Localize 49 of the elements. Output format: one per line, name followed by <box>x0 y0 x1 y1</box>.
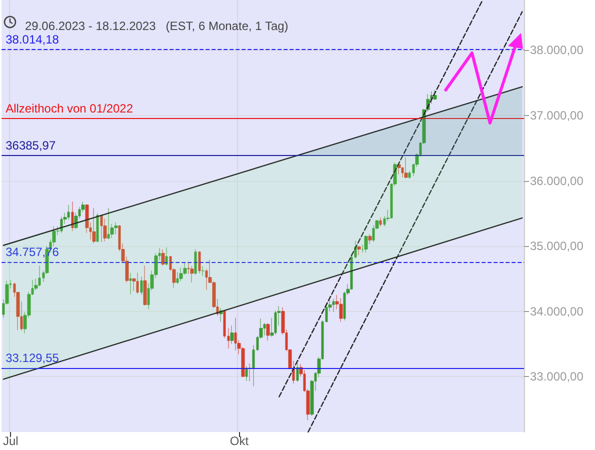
candlestick <box>433 90 437 100</box>
candlestick <box>296 362 299 382</box>
candlestick <box>404 157 408 178</box>
candlestick <box>38 265 41 287</box>
y-tick-label: 35.000,00 <box>530 239 584 254</box>
candlestick <box>96 213 99 242</box>
candlestick <box>143 265 147 306</box>
candlestick <box>201 266 205 276</box>
candlestick <box>176 272 179 284</box>
y-tick-label: 37.000,00 <box>530 108 584 123</box>
candlestick <box>140 276 143 296</box>
y-tick-label: 36.000,00 <box>530 174 584 188</box>
ref-line-label: 36385,97 <box>6 138 56 153</box>
ref-line-label: Allzeithoch von 01/2022 <box>6 102 134 116</box>
candlestick <box>198 250 201 274</box>
candlestick <box>114 222 118 235</box>
candlestick <box>100 214 103 242</box>
candlestick <box>103 218 107 242</box>
candlestick <box>266 322 270 341</box>
candlestick <box>263 322 266 336</box>
ref-line-label: 33.129,55 <box>6 351 60 366</box>
candlestick <box>194 249 197 275</box>
x-tick-label: Okt <box>230 434 250 448</box>
candlestick <box>179 267 183 282</box>
candlestick <box>245 366 248 382</box>
candlestick <box>339 298 343 322</box>
ref-line-label: 38.014,18 <box>6 32 60 46</box>
candlestick <box>92 208 96 244</box>
candlestick <box>71 201 74 232</box>
candlestick <box>129 272 132 295</box>
y-tick-label: 38.000,00 <box>530 43 584 58</box>
candlestick <box>368 234 372 244</box>
text: 29.06.2023 - 18.12.2023 (EST, 6 Monate, 1 Tag) <box>25 19 288 33</box>
candlestick <box>357 246 361 256</box>
candlestick <box>379 217 382 227</box>
candlestick <box>136 272 139 294</box>
candlestick <box>230 325 234 344</box>
y-tick-label: 34.000,00 <box>530 304 584 318</box>
y-tick-label: 33.000,00 <box>530 370 584 384</box>
candlestick <box>234 318 237 351</box>
candlestick <box>332 298 335 312</box>
candlestick <box>165 247 168 266</box>
candlestick <box>67 204 70 220</box>
candlestick <box>364 235 368 253</box>
candlestick <box>274 310 277 336</box>
candlestick <box>190 266 194 283</box>
candlestick <box>107 208 110 240</box>
x-tick-label: Jul <box>2 434 18 448</box>
candlestick <box>161 249 165 266</box>
